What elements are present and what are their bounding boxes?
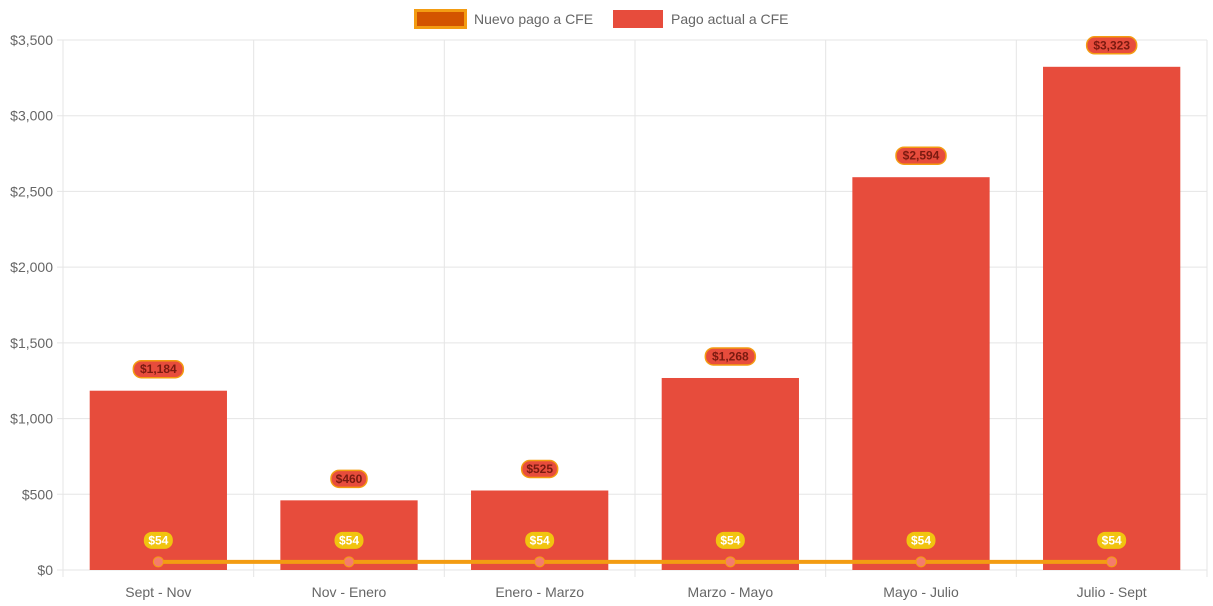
legend-swatch-pago-actual: [613, 10, 663, 28]
line-label-badge: [525, 531, 555, 549]
line-point: [534, 556, 546, 568]
x-tick-label: Enero - Marzo: [495, 584, 584, 600]
bar-value-label: $1,268: [712, 349, 749, 363]
legend-swatch-nuevo-pago: [414, 9, 467, 29]
bar: [852, 177, 990, 571]
legend[interactable]: Nuevo pago a CFE Pago actual a CFE: [414, 9, 789, 29]
line-nuevo-pago: [152, 556, 1118, 568]
line-value-label: $54: [720, 533, 740, 547]
bar-label-badge: [330, 469, 368, 489]
line-value-label: $54: [911, 533, 931, 547]
line-label-badge: [143, 531, 173, 549]
y-tick-label: $3,000: [10, 108, 53, 124]
x-axis-ticks: Sept - Nov Nov - Enero Enero - Marzo Marzo …: [125, 584, 1147, 600]
y-tick-label: $500: [22, 486, 53, 502]
line-point: [343, 556, 355, 568]
y-tick-label: $2,000: [10, 259, 53, 275]
line-point: [724, 556, 736, 568]
y-axis-ticks: $0 $500 $1,000 $1,500 $2,000 $2,500 $3,000 $3,5…: [10, 32, 53, 578]
line-point: [1106, 556, 1118, 568]
line-value-label: $54: [1102, 533, 1122, 547]
line-point: [152, 556, 164, 568]
y-tick-label: $2,500: [10, 183, 53, 199]
x-tick-label: Julio - Sept: [1077, 584, 1147, 600]
legend-label-nuevo-pago: Nuevo pago a CFE: [474, 11, 593, 27]
line-value-label: $54: [148, 533, 168, 547]
bar-value-label: $1,184: [140, 362, 177, 376]
y-tick-label: $0: [37, 562, 53, 578]
bar: [1043, 66, 1181, 570]
x-tick-label: Marzo - Mayo: [688, 584, 774, 600]
data-labels: $1,184 $460 $525 $1,268 $2,594 $3,323 $54 $54 $5…: [132, 36, 1138, 549]
bar-label-badge: [895, 146, 947, 165]
x-tick-label: Sept - Nov: [125, 584, 191, 600]
line-point: [915, 556, 927, 568]
bar-label-badge: [132, 359, 185, 379]
bar-label-badge: [520, 459, 559, 479]
bar-value-label: $460: [336, 472, 363, 486]
y-tick-label: $1,000: [10, 411, 53, 427]
y-tick-label: $1,500: [10, 335, 53, 351]
line-label-badge: [1097, 531, 1127, 549]
line-value-label: $54: [530, 533, 550, 547]
bar-label-badge: [704, 347, 757, 366]
x-tick-label: Mayo - Julio: [883, 584, 959, 600]
bar-label-badge: [1085, 36, 1138, 55]
bar-value-label: $3,323: [1093, 38, 1130, 52]
bar-value-label: $2,594: [903, 149, 940, 163]
line-value-label: $54: [339, 533, 359, 547]
legend-label-pago-actual: Pago actual a CFE: [671, 11, 789, 27]
y-tick-label: $3,500: [10, 32, 53, 48]
grid-lines: [57, 39, 1208, 577]
line-label-badge: [715, 531, 745, 549]
x-tick-label: Nov - Enero: [312, 584, 387, 600]
line-label-badge: [906, 531, 936, 549]
line-label-badge: [334, 531, 364, 549]
bar-value-label: $525: [526, 462, 553, 476]
